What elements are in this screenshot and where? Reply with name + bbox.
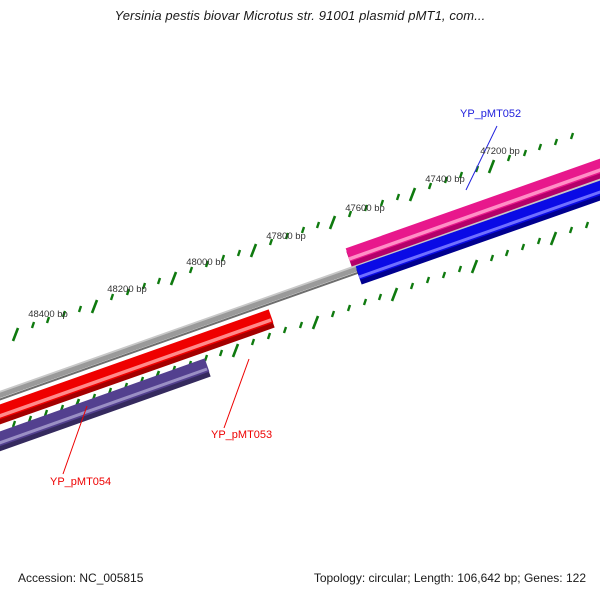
gene-label-yp-pmt052[interactable]: YP_pMT052 [460,108,521,120]
leader-line-yp-pmt054 [62,405,88,475]
leader-line-yp-pmt053 [223,358,250,429]
tick-label: 47400 bp [425,174,465,185]
tick-label: 47600 bp [345,203,385,214]
accession-label: Accession: NC_005815 [18,571,144,585]
tick-label: 48200 bp [107,284,147,295]
tick-label: 48400 bp [28,309,68,320]
gene-label-yp-pmt054[interactable]: YP_pMT054 [50,476,111,488]
tick-label: 47800 bp [266,231,306,242]
feature-bar-yp-pmt052-magenta[interactable] [345,152,600,267]
ruler-tick-labels: 47200 bp 47400 bp 47600 bp 47800 bp 4800… [28,146,520,320]
sequence-summary-label: Topology: circular; Length: 106,642 bp; … [313,571,586,585]
feature-bar-yp-pmt053[interactable] [0,309,275,430]
feature-bar-yp-pmt052-blue[interactable] [355,174,600,285]
gene-label-yp-pmt053[interactable]: YP_pMT053 [211,429,272,441]
tick-label: 47200 bp [480,146,520,157]
tick-label: 48000 bp [186,257,226,268]
ruler-ticks-upper [11,132,575,342]
page-title: Yersinia pestis biovar Microtus str. 910… [114,8,486,23]
leader-line-yp-pmt052 [465,125,498,191]
